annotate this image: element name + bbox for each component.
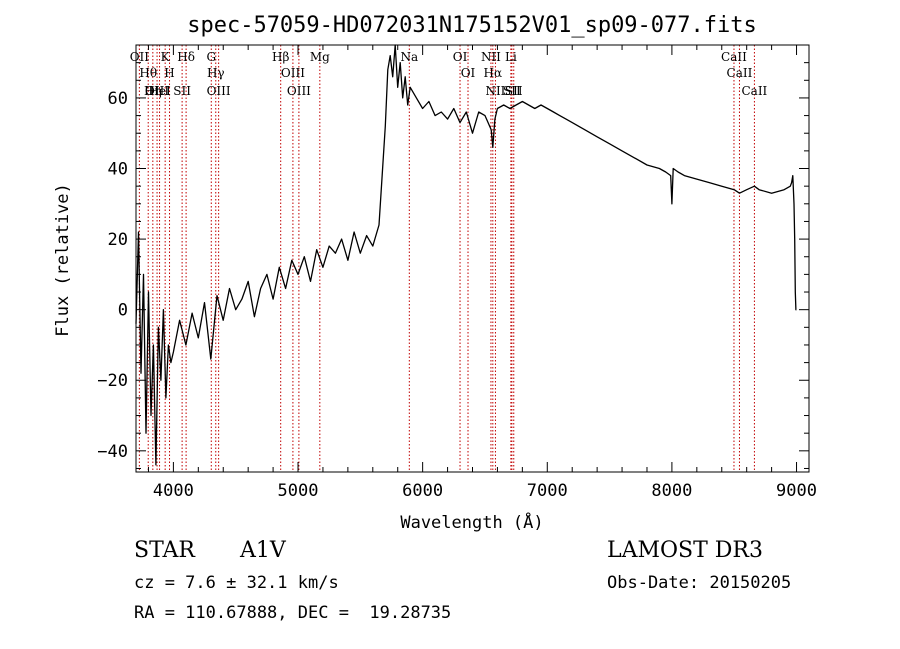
object-class: STAR [134, 538, 195, 563]
line-label-19: Hα [484, 66, 503, 80]
line-label-7: Hδ [177, 50, 195, 64]
observation-date: Obs-Date: 20150205 [607, 573, 792, 593]
coordinates: RA = 110.67888, DEC = 19.28735 [134, 603, 452, 623]
x-tick-label-9000: 9000 [776, 481, 817, 501]
line-label-4: HeI [148, 84, 171, 98]
spectral-type: A1V [240, 538, 286, 563]
x-tick-label-5000: 5000 [278, 481, 319, 501]
x-axis-label: Wavelength (Å) [400, 511, 543, 533]
line-label-2: OIII [145, 84, 169, 98]
series-layer [135, 44, 797, 466]
line-label-17: OI [453, 50, 468, 64]
line-label-1: OII [130, 50, 150, 64]
line-label-20: NII [481, 50, 501, 64]
line-label-18: OI [461, 66, 476, 80]
y-axis-label: Flux (relative) [53, 183, 73, 337]
line-label-16: Na [400, 50, 418, 64]
line-label-12: Hβ [272, 50, 289, 64]
survey-name: LAMOST DR3 [607, 538, 763, 563]
x-tick-label-6000: 6000 [402, 481, 443, 501]
line-label-10: Hγ [207, 66, 225, 80]
x-tick-label-4000: 4000 [153, 481, 194, 501]
flux-line-0 [135, 44, 797, 466]
line-label-9: OIII [207, 84, 231, 98]
y-tick-label-60: 60 [108, 89, 128, 109]
line-label-8: SII [173, 84, 191, 98]
line-label-27: CaII [741, 84, 767, 98]
line-label-22: SII [503, 84, 521, 98]
plot-frame [135, 44, 810, 473]
y-tick-label-0: 0 [118, 301, 128, 321]
axis-ticks: 4000 5000 6000 7000 8000 9000 −40 −20 0 20 40 60 [97, 44, 817, 501]
line-label-14: OIII [281, 66, 305, 80]
x-tick-label-8000: 8000 [651, 481, 692, 501]
y-tick-label--40: −40 [97, 442, 128, 462]
line-label-23: Li [505, 50, 517, 64]
line-label-24: SII [505, 84, 523, 98]
line-label-21: NII [485, 84, 505, 98]
line-label-15: Mg [310, 50, 330, 64]
y-tick-label-20: 20 [108, 230, 128, 250]
line-label-5: Hη [144, 84, 162, 98]
line-label-13: OIII [287, 84, 311, 98]
line-label-6: H [164, 66, 174, 80]
line-label-25: CaII [727, 66, 753, 80]
line-label-0: Hθ [139, 66, 157, 80]
line-label-3: K [161, 50, 171, 64]
y-tick-label--20: −20 [97, 371, 128, 391]
chart-title: spec-57059-HD072031N175152V01_sp09-077.f… [187, 13, 757, 38]
spectral-line-markers [138, 45, 755, 472]
line-label-11: G [206, 50, 216, 64]
line-label-26: CaII [721, 50, 747, 64]
redshift-cz: cz = 7.6 ± 32.1 km/s [134, 573, 339, 593]
y-tick-label-40: 40 [108, 160, 128, 180]
x-tick-label-7000: 7000 [527, 481, 568, 501]
